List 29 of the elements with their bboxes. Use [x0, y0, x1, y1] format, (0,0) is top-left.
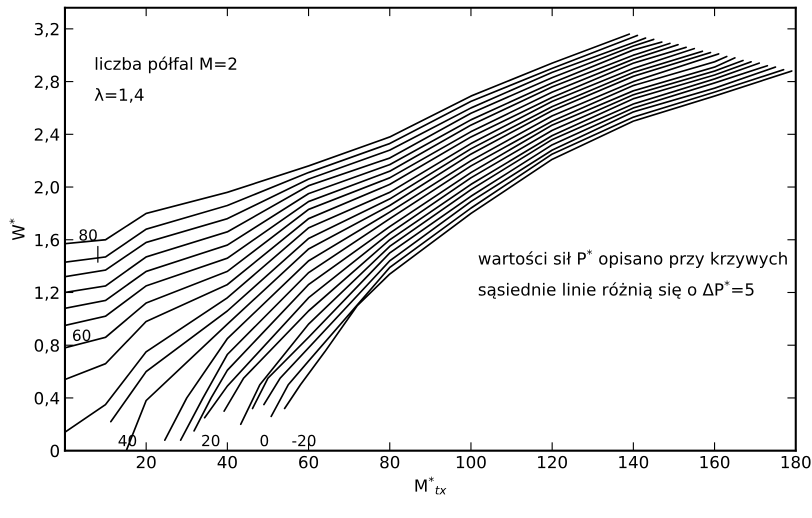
y-tick-label: 0,4: [34, 392, 60, 406]
x-tick-label: 160: [700, 456, 730, 468]
x-tick-label: 100: [456, 456, 486, 468]
y-tick-label: 0,8: [34, 339, 59, 354]
x-tick-label: 140: [619, 456, 648, 468]
x-tick-label: 60: [299, 456, 318, 468]
annotation: λ=1,4: [94, 88, 144, 103]
y-axis-title: W$^{*}$: [9, 218, 24, 240]
y-tick-label: 2,8: [34, 76, 59, 90]
series-label: -20: [292, 434, 316, 446]
series-label: 80: [79, 229, 97, 241]
x-tick-label: 180: [782, 456, 811, 468]
x-tick-label: 40: [218, 456, 237, 468]
y-tick-label: 1,2: [35, 286, 58, 301]
series-label: 0: [260, 434, 268, 446]
y-tick-label: 2,0: [34, 180, 59, 196]
series-label: 60: [72, 330, 90, 342]
x-tick-label: 20: [136, 456, 156, 468]
y-tick-label: 2,4: [34, 128, 60, 143]
y-tick-label: 0: [50, 444, 59, 458]
x-tick-label: 120: [538, 456, 567, 468]
y-tick-label: 1,6: [35, 234, 60, 248]
y-tick-label: 3,2: [34, 22, 58, 38]
annotation: sąsiednie linie różnią się o ΔP$^{*}$=5: [478, 280, 754, 299]
series-label: 20: [202, 434, 220, 446]
x-tick-label: 80: [380, 456, 400, 468]
annotation: wartości sił P$^{*}$ opisano przy krzywych: [478, 249, 787, 268]
annotation: liczba półfal M=2: [96, 56, 236, 74]
x-axis-title: M$^{*}$$_{tx}$: [415, 476, 446, 494]
